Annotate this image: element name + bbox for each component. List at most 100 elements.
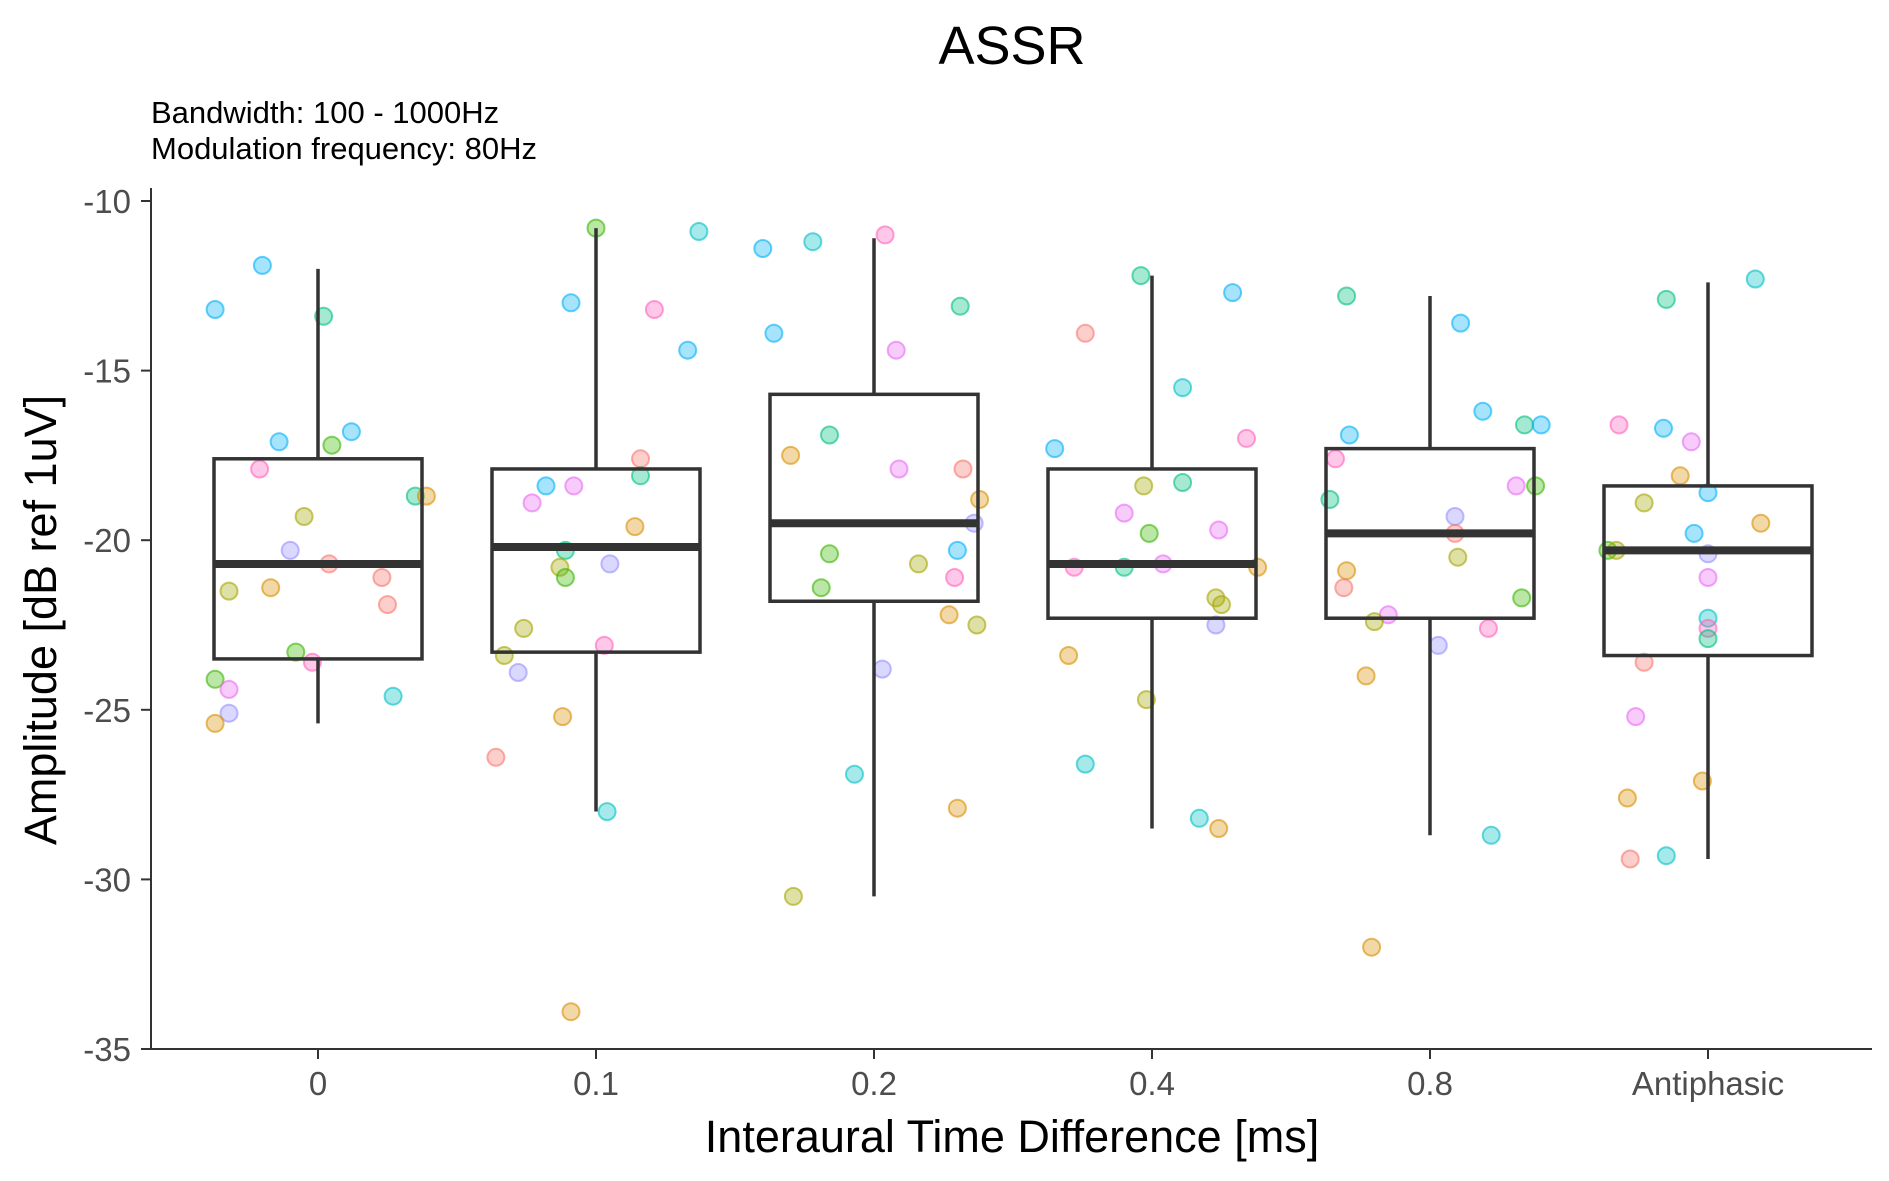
box-iqr — [490, 467, 702, 654]
box-0.2 — [768, 238, 980, 897]
data-point — [1075, 754, 1095, 774]
x-tick-label: 0 — [309, 1065, 327, 1102]
data-point — [1745, 269, 1765, 289]
data-point — [678, 340, 698, 360]
data-point — [1751, 513, 1771, 533]
data-point — [1114, 503, 1134, 523]
data-point — [372, 568, 392, 587]
data-point — [522, 493, 542, 513]
data-point — [1698, 608, 1718, 628]
data-point — [1656, 846, 1676, 866]
data-point — [1506, 476, 1526, 496]
data-point — [845, 764, 864, 784]
x-tick-label: 0.1 — [573, 1065, 619, 1102]
box-iqr — [1602, 484, 1814, 658]
data-point — [947, 540, 967, 560]
data-point — [550, 557, 570, 577]
data-point — [1609, 415, 1629, 435]
data-point — [947, 798, 967, 818]
box-0 — [212, 268, 424, 724]
box-antiphasic — [1602, 282, 1814, 860]
data-point — [553, 707, 573, 727]
box-iqr — [212, 457, 424, 661]
data-point — [631, 449, 650, 469]
box-iqr — [768, 392, 980, 604]
data-point — [294, 507, 314, 526]
data-point — [1326, 449, 1345, 469]
x-tick-label: 0.4 — [1129, 1065, 1175, 1102]
y-tick-label: -35 — [83, 1031, 131, 1068]
data-point — [1531, 415, 1551, 435]
data-point — [564, 476, 584, 496]
data-point — [1698, 568, 1718, 587]
data-point — [555, 568, 575, 587]
data-point — [1320, 490, 1340, 509]
data-point — [753, 239, 773, 258]
data-point — [494, 646, 514, 665]
jittered-points — [205, 218, 1771, 1022]
data-point — [594, 635, 614, 655]
data-point — [205, 669, 225, 689]
data-point — [1512, 588, 1532, 608]
data-point — [1481, 825, 1501, 845]
data-point — [1634, 493, 1654, 513]
data-point — [561, 293, 581, 313]
data-point — [1131, 266, 1151, 286]
data-point — [1626, 707, 1646, 727]
data-point — [953, 459, 973, 479]
data-point — [1681, 432, 1701, 452]
data-point — [872, 659, 892, 679]
data-point — [1451, 313, 1471, 333]
data-point — [1362, 937, 1382, 957]
chart-subtitle-line-2: Modulation frequency: 80Hz — [151, 131, 537, 166]
data-point — [820, 425, 839, 445]
data-point — [945, 568, 965, 587]
data-point — [1209, 819, 1229, 838]
chart-title: ASSR — [938, 16, 1085, 76]
data-point — [280, 540, 300, 560]
x-tick-label: Antiphasic — [1632, 1065, 1784, 1102]
data-point — [1189, 808, 1209, 828]
data-point — [939, 605, 959, 625]
data-point — [597, 802, 617, 822]
data-point — [219, 679, 239, 699]
data-point — [1059, 646, 1079, 665]
data-point — [1334, 578, 1354, 598]
data-point — [205, 300, 225, 319]
data-point — [625, 517, 645, 537]
data-point — [219, 581, 239, 601]
data-point — [1617, 788, 1637, 808]
data-point — [250, 459, 270, 479]
data-point — [514, 618, 534, 638]
data-point — [508, 663, 528, 682]
chart-subtitle-line-1: Bandwidth: 100 - 1000Hz — [151, 95, 499, 130]
x-tick-label: 0.8 — [1407, 1065, 1453, 1102]
data-point — [1473, 401, 1493, 421]
data-point — [803, 232, 823, 252]
data-point — [1173, 473, 1193, 492]
data-point — [875, 225, 895, 245]
data-point — [378, 595, 397, 615]
data-point — [783, 886, 803, 906]
data-point — [1339, 425, 1359, 445]
data-point — [341, 422, 361, 442]
y-tick-label: -30 — [83, 861, 131, 898]
y-tick-label: -10 — [83, 183, 131, 220]
data-point — [1656, 289, 1676, 309]
data-point — [1654, 418, 1673, 438]
data-point — [1620, 849, 1640, 869]
data-point — [886, 340, 906, 360]
data-point — [1237, 428, 1256, 448]
data-point — [1045, 439, 1065, 459]
data-point — [1337, 561, 1357, 581]
data-point — [1515, 415, 1534, 435]
data-point — [1173, 378, 1193, 398]
data-point — [1356, 666, 1376, 686]
box-layer — [212, 228, 1814, 897]
data-point — [1364, 612, 1384, 632]
y-axis-ticks: -10 -15 -20 -25 -30 -35 — [83, 183, 151, 1068]
data-point — [1337, 286, 1357, 306]
data-point — [1075, 323, 1095, 343]
data-point — [1212, 595, 1231, 615]
data-point — [322, 435, 342, 455]
